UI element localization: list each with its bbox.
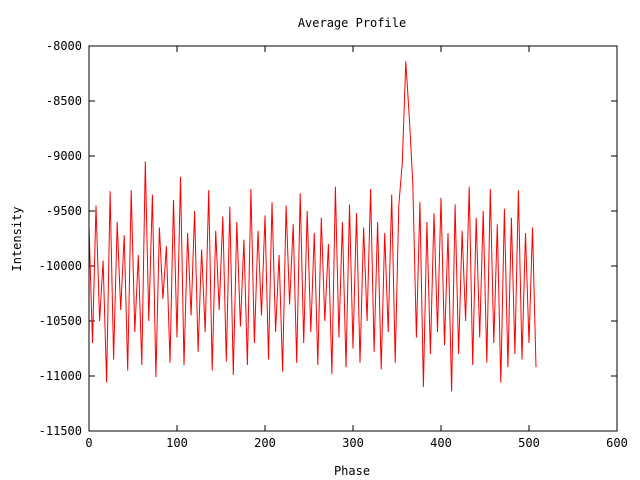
x-tick-label: 500 xyxy=(518,436,540,450)
y-tick-label: -8500 xyxy=(46,94,82,108)
x-axis-label: Phase xyxy=(334,464,370,478)
series-line-profile xyxy=(88,61,537,392)
y-tick-label: -9500 xyxy=(46,204,82,218)
y-tick-label: -10000 xyxy=(39,259,82,273)
y-tick-label: -10500 xyxy=(39,314,82,328)
x-tick-label: 600 xyxy=(606,436,628,450)
x-tick-label: 300 xyxy=(342,436,364,450)
x-tick-label: 0 xyxy=(85,436,92,450)
y-tick-label: -11500 xyxy=(39,424,82,438)
y-axis-label: Intensity xyxy=(10,206,24,271)
y-tick-label: -11000 xyxy=(39,369,82,383)
plot-frame xyxy=(88,45,618,432)
x-tick-label: 100 xyxy=(166,436,188,450)
chart-title: Average Profile xyxy=(298,16,406,30)
x-tick-label: 400 xyxy=(430,436,452,450)
x-tick-label: 200 xyxy=(254,436,276,450)
y-tick-label: -8000 xyxy=(46,39,82,53)
y-tick-label: -9000 xyxy=(46,149,82,163)
